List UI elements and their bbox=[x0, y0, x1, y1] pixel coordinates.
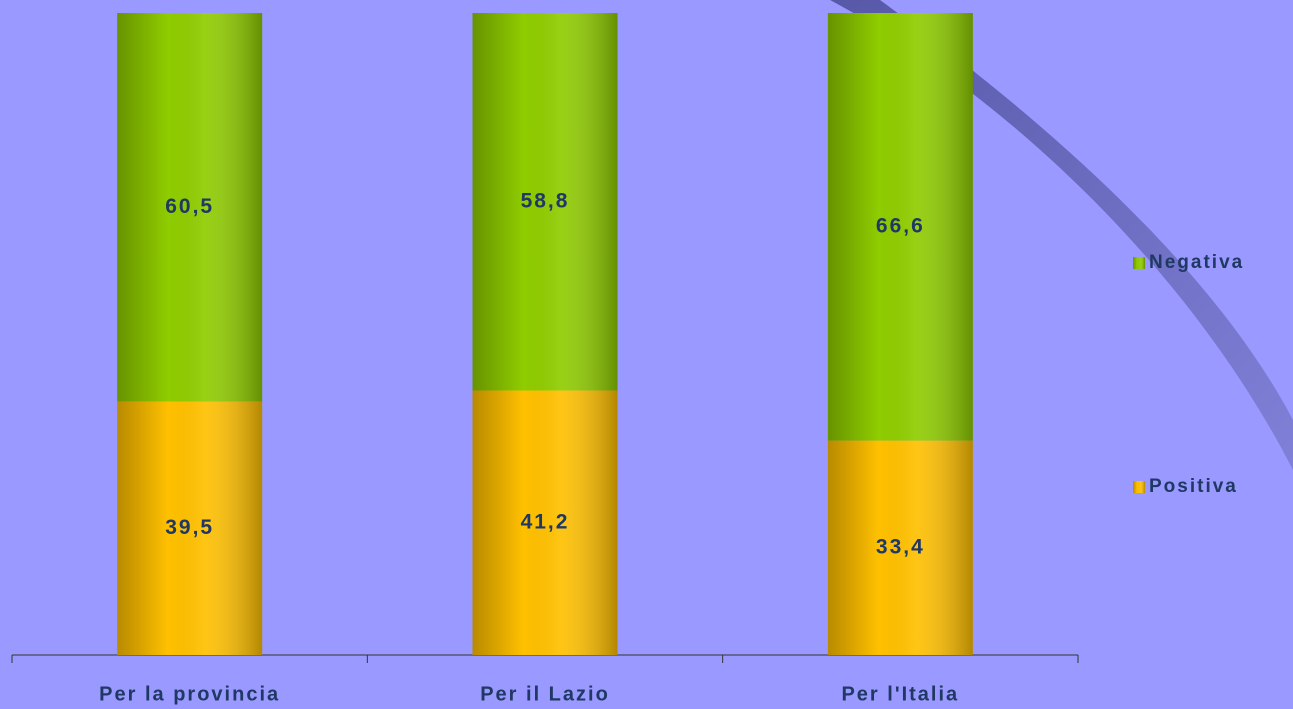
x-tick-label: Per l'Italia bbox=[841, 683, 959, 705]
bar-shade bbox=[827, 13, 973, 441]
data-label: 41,2 bbox=[521, 510, 570, 533]
bar-shade bbox=[117, 401, 263, 655]
data-label: 60,5 bbox=[165, 195, 214, 218]
x-tick-label: Per la provincia bbox=[99, 683, 280, 705]
legend-label: Negativa bbox=[1149, 252, 1244, 273]
data-label: 39,5 bbox=[165, 516, 214, 539]
legend-swatch-shade bbox=[1133, 257, 1145, 269]
bar-shade bbox=[827, 440, 973, 655]
legend-label: Positiva bbox=[1149, 476, 1238, 497]
bar-shade bbox=[117, 13, 263, 402]
legend-swatch-shade bbox=[1133, 481, 1145, 493]
bar-shade bbox=[472, 390, 618, 655]
bar-shade bbox=[472, 13, 618, 391]
data-label: 33,4 bbox=[876, 535, 925, 558]
data-label: 66,6 bbox=[876, 214, 925, 237]
x-tick-label: Per il Lazio bbox=[480, 683, 610, 705]
data-label: 58,8 bbox=[521, 189, 570, 212]
